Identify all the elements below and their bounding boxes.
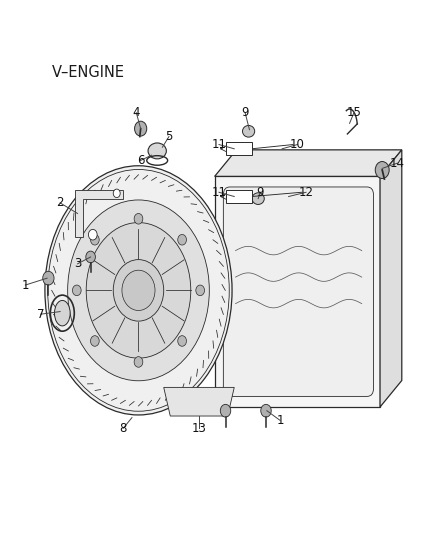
Circle shape [134, 214, 143, 224]
Text: 2: 2 [57, 196, 64, 209]
Ellipse shape [148, 143, 166, 159]
Circle shape [91, 336, 99, 346]
Circle shape [178, 235, 187, 245]
Text: 13: 13 [192, 422, 207, 435]
Text: 11: 11 [212, 186, 226, 199]
Text: 12: 12 [299, 186, 314, 199]
Text: 7: 7 [37, 308, 44, 321]
Polygon shape [380, 150, 402, 407]
Text: 15: 15 [346, 106, 361, 119]
Circle shape [375, 161, 389, 179]
Circle shape [72, 285, 81, 296]
Ellipse shape [45, 166, 232, 415]
Circle shape [134, 121, 147, 136]
Circle shape [261, 405, 271, 417]
Text: 1: 1 [21, 279, 29, 292]
Text: 9: 9 [241, 106, 249, 119]
Ellipse shape [86, 223, 191, 358]
Text: 3: 3 [74, 257, 81, 270]
Circle shape [220, 405, 231, 417]
Polygon shape [75, 190, 123, 237]
Polygon shape [164, 387, 234, 416]
Circle shape [113, 189, 120, 198]
Circle shape [178, 336, 187, 346]
Text: 4: 4 [133, 106, 140, 119]
Text: 5: 5 [165, 130, 173, 143]
Circle shape [86, 251, 95, 263]
Circle shape [134, 357, 143, 367]
Text: 6: 6 [137, 154, 145, 167]
Circle shape [196, 285, 205, 296]
Circle shape [88, 229, 97, 240]
Text: 9: 9 [257, 186, 264, 199]
Text: 1: 1 [276, 414, 284, 427]
Text: 10: 10 [290, 138, 305, 151]
Text: V–ENGINE: V–ENGINE [51, 66, 124, 80]
FancyBboxPatch shape [223, 187, 374, 397]
Bar [226, 142, 252, 155]
Ellipse shape [252, 193, 264, 205]
Polygon shape [215, 176, 380, 407]
Ellipse shape [243, 125, 254, 137]
Polygon shape [215, 150, 402, 176]
Circle shape [43, 271, 54, 285]
Bar [226, 190, 252, 203]
Text: 14: 14 [390, 157, 405, 169]
Text: 11: 11 [212, 138, 226, 151]
Text: 8: 8 [120, 422, 127, 435]
Circle shape [91, 235, 99, 245]
Circle shape [113, 260, 164, 321]
Ellipse shape [67, 200, 209, 381]
Ellipse shape [54, 301, 70, 326]
Circle shape [122, 270, 155, 311]
